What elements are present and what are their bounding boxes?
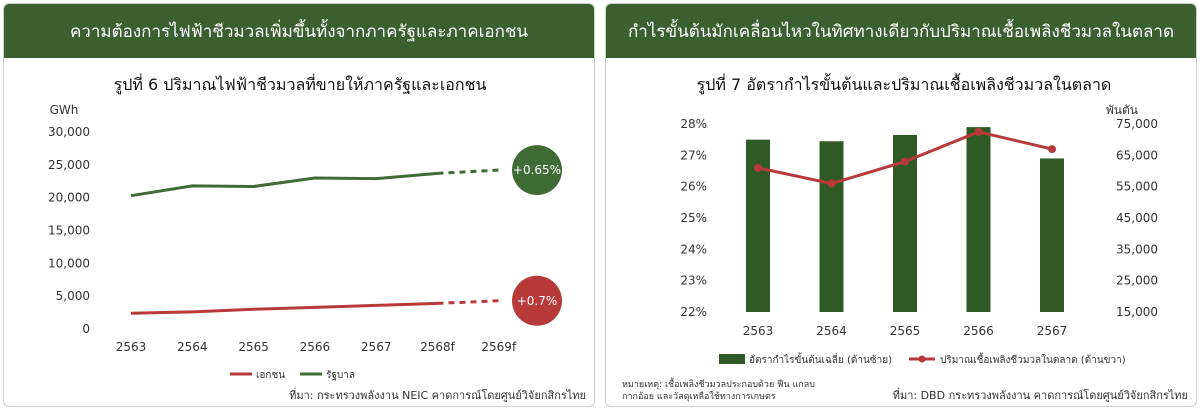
- forecast-line-government: [437, 168, 499, 175]
- right-panel-header: กำไรขั้นต้นมักเคลื่อนไหวในทิศทางเดียวกับ…: [606, 4, 1196, 58]
- source-text: ที่มา: กระทรวงพลังงาน NEIC คาดการณ์โดยศู…: [289, 387, 586, 402]
- y-tick-label: 25,000: [48, 158, 90, 172]
- legend-label-government: รัฐบาล: [326, 370, 355, 381]
- y-tick-label: 20,000: [48, 191, 90, 205]
- right-y-tick-label: 15,000: [1116, 305, 1158, 319]
- legend-swatch-bar: [719, 354, 745, 364]
- growth-bubble: [512, 275, 562, 326]
- bar: [1040, 158, 1064, 312]
- right-y-tick-label: 45,000: [1116, 211, 1158, 225]
- forecast-line-private: [437, 299, 499, 305]
- left-y-tick-label: 26%: [680, 180, 707, 194]
- growth-label: +0.65%: [513, 163, 561, 177]
- series-line-private: [130, 301, 438, 315]
- left-y-tick-label: 25%: [680, 211, 707, 225]
- bar: [819, 141, 844, 312]
- x-tick-label: 2566: [963, 324, 994, 338]
- right-y-tick-label: 75,000: [1116, 117, 1158, 131]
- x-tick-label: 2565: [890, 324, 921, 338]
- y-tick-label: 30,000: [48, 125, 90, 139]
- right-axis-unit: พันตัน: [1106, 103, 1138, 117]
- bar: [966, 127, 991, 312]
- right-y-tick-label: 65,000: [1116, 148, 1158, 162]
- left-y-tick-label: 28%: [680, 117, 707, 131]
- electricity-sales-chart: รูปที่ 6 ปริมาณไฟฟ้าชีวมวลที่ขายให้ภาครั…: [48, 73, 586, 402]
- x-tick-label: 2567: [361, 340, 392, 354]
- x-tick-label: 2563: [743, 324, 774, 338]
- left-y-tick-label: 27%: [680, 148, 707, 162]
- left-y-tick-label: 24%: [680, 242, 707, 256]
- note-line-2: กากอ้อย และวัสดุเหลือใช้ทางการเกษตร: [622, 391, 776, 402]
- right-y-tick-label: 25,000: [1116, 274, 1158, 288]
- x-tick-label: 2565: [238, 340, 269, 354]
- chart-title: รูปที่ 6 ปริมาณไฟฟ้าชีวมวลที่ขายให้ภาครั…: [114, 73, 487, 95]
- left-chart-panel: ความต้องการไฟฟ้าชีวมวลเพิ่มขึ้นทั้งจากภา…: [3, 3, 595, 407]
- left-y-tick-label: 22%: [680, 305, 707, 319]
- left-y-tick-label: 23%: [680, 274, 707, 288]
- left-panel-header: ความต้องการไฟฟ้าชีวมวลเพิ่มขึ้นทั้งจากภา…: [4, 4, 594, 58]
- growth-bubble: [512, 145, 562, 196]
- fuel-volume-point: [754, 163, 762, 172]
- x-tick-label: 2566: [300, 340, 331, 354]
- legend-label-line: ปริมาณเชื้อเพลิงชีวมวลในตลาด (ด้านขวา): [940, 352, 1126, 366]
- y-tick-label: 15,000: [48, 224, 90, 238]
- x-tick-label: 2564: [177, 340, 208, 354]
- fuel-volume-point: [827, 179, 836, 188]
- y-tick-label: 0: [82, 322, 90, 336]
- legend-marker-line: [918, 355, 926, 363]
- growth-label: +0.7%: [517, 294, 558, 308]
- fuel-volume-point: [901, 157, 909, 166]
- y-tick-label: 5,000: [56, 289, 90, 303]
- chart-title: รูปที่ 7 อัตรากำไรขั้นต้นและปริมาณเชื้อเ…: [697, 73, 1112, 95]
- right-y-tick-label: 55,000: [1116, 180, 1158, 194]
- x-tick-label: 2567: [1037, 324, 1068, 338]
- note-line-1: หมายเหตุ: เชื้อเพลิงชีวมวลประกอบด้วย ฟืน…: [622, 377, 815, 390]
- x-tick-label: 2568f: [420, 340, 456, 354]
- y-axis-unit: GWh: [50, 103, 79, 117]
- y-tick-label: 10,000: [48, 256, 90, 270]
- right-y-tick-label: 35,000: [1116, 242, 1158, 256]
- series-line-government: [130, 171, 438, 198]
- source-text: ที่มา: DBD กระทรวงพลังงาน คาดการณ์โดยศูน…: [893, 387, 1188, 402]
- x-tick-label: 2564: [816, 324, 847, 338]
- legend-label-private: เอกชน: [256, 370, 285, 381]
- margin-fuel-chart: รูปที่ 7 อัตรากำไรขั้นต้นและปริมาณเชื้อเ…: [622, 73, 1188, 402]
- legend-label-bar: อัตรากำไรขั้นต้นเฉลี่ย (ด้านซ้าย): [749, 352, 892, 366]
- fuel-volume-point: [974, 127, 983, 136]
- x-tick-label: 2569f: [481, 340, 517, 354]
- x-tick-label: 2563: [116, 340, 147, 354]
- right-chart-panel: กำไรขั้นต้นมักเคลื่อนไหวในทิศทางเดียวกับ…: [605, 3, 1197, 407]
- fuel-volume-point: [1048, 145, 1056, 154]
